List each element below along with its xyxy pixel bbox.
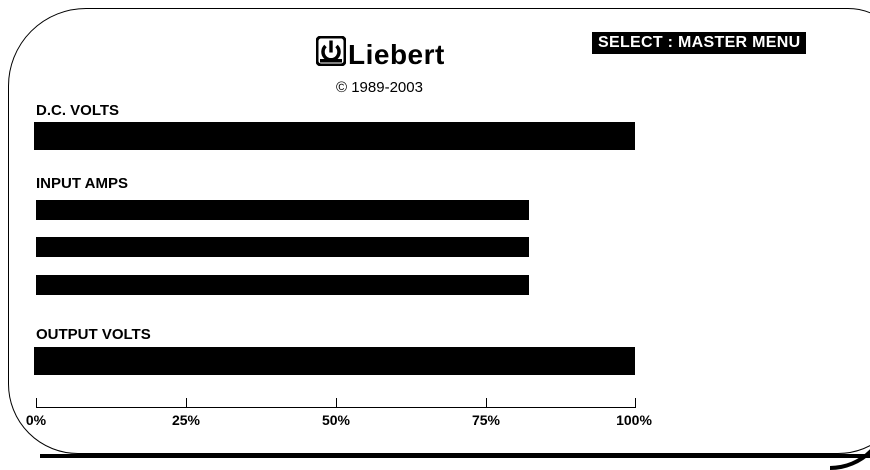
percent-scale [36,398,636,408]
scale-tick [336,398,337,408]
scale-tick [635,398,636,408]
input-amps-meter-2 [36,237,637,257]
output-volts-bar [34,347,635,375]
scale-label-0: 0% [25,412,47,428]
master-menu-hint[interactable]: SELECT : MASTER MENU [592,32,807,54]
brand-name: Liebert [348,39,445,70]
power-logo-icon [316,36,346,66]
display-frame-bottom [40,454,870,458]
dc-volts-meter [34,122,635,150]
input-amps-label: INPUT AMPS [36,175,128,192]
input-amps-meter-3 [36,275,637,295]
scale-tick [486,398,487,408]
output-volts-label: OUTPUT VOLTS [36,326,151,343]
scale-tick [36,398,37,408]
dc-volts-bar [34,122,635,150]
output-volts-meter [34,347,635,375]
input-amps-bar [36,275,529,295]
scale-label-75: 75% [471,412,501,428]
display-frame-shadow [830,300,870,470]
input-amps-meter-1 [36,200,637,220]
scale-label-25: 25% [171,412,201,428]
display-frame [8,8,870,454]
scale-label-50: 50% [321,412,351,428]
scale-tick [186,398,187,408]
input-amps-bar [36,237,529,257]
copyright-text: © 1989-2003 [336,79,423,96]
liebert-logo: Liebert [316,36,445,70]
input-amps-bar [36,200,529,220]
dc-volts-label: D.C. VOLTS [36,102,120,119]
scale-label-100: 100% [616,412,652,428]
